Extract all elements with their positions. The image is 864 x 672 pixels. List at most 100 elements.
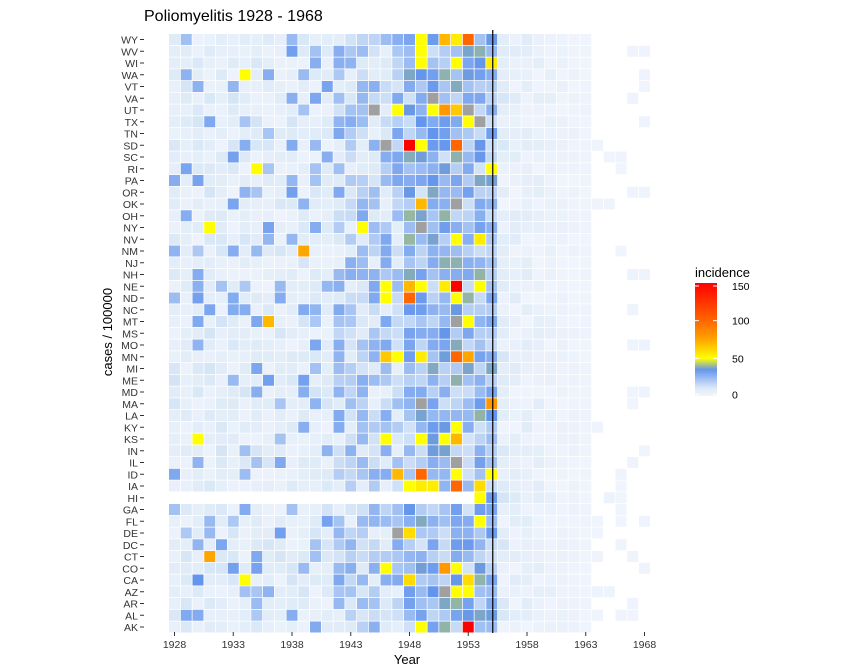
heatmap-tile: [533, 515, 545, 527]
heatmap-tile: [286, 374, 298, 386]
y-tick-label: AZ: [125, 587, 139, 599]
heatmap-tile: [462, 574, 474, 586]
heatmap-tile: [333, 445, 345, 457]
heatmap-tile: [227, 45, 239, 57]
heatmap-tile: [474, 151, 486, 163]
heatmap-tile: [556, 562, 568, 574]
heatmap-tile: [592, 527, 603, 539]
heatmap-tile: [216, 81, 227, 92]
heatmap-tile: [486, 457, 498, 468]
heatmap-tile: [357, 104, 368, 116]
heatmap-tile: [286, 57, 298, 69]
heatmap-tile: [627, 551, 639, 562]
heatmap-tile: [545, 316, 556, 327]
heatmap-tile: [451, 574, 462, 586]
heatmap-tile: [451, 222, 462, 233]
heatmap-tile: [580, 139, 592, 151]
heatmap-tile: [427, 539, 439, 551]
heatmap-tile: [204, 621, 216, 633]
heatmap-tile: [298, 304, 310, 316]
heatmap-tile: [521, 433, 533, 445]
heatmap-tile: [239, 45, 251, 57]
heatmap-tile: [392, 104, 404, 116]
heatmap-tile: [392, 339, 404, 351]
heatmap-tile: [274, 527, 286, 539]
heatmap-tile: [204, 186, 216, 198]
heatmap-tile: [321, 280, 333, 292]
heatmap-tile: [345, 598, 357, 609]
heatmap-tile: [556, 598, 568, 609]
heatmap-tile: [427, 527, 439, 539]
heatmap-tile: [192, 339, 204, 351]
heatmap-tile: [451, 539, 462, 551]
heatmap-tile: [192, 128, 204, 139]
heatmap-tile: [556, 539, 568, 551]
heatmap-tile: [486, 586, 498, 598]
heatmap-tile: [274, 81, 286, 92]
heatmap-tile: [321, 34, 333, 45]
heatmap-tile: [462, 363, 474, 374]
heatmap-tile: [321, 374, 333, 386]
heatmap-tile: [204, 257, 216, 269]
heatmap-tile: [404, 504, 415, 515]
heatmap-tile: [498, 139, 509, 151]
heatmap-tile: [274, 69, 286, 81]
heatmap-tile: [251, 116, 263, 128]
heatmap-tile: [521, 339, 533, 351]
heatmap-tile: [169, 421, 180, 433]
heatmap-tile: [227, 92, 239, 104]
heatmap-tile: [509, 339, 521, 351]
heatmap-tile: [380, 292, 392, 304]
heatmap-tile: [263, 57, 274, 69]
heatmap-tile: [357, 586, 368, 598]
heatmap-tile: [333, 269, 345, 280]
heatmap-tile: [204, 151, 216, 163]
heatmap-tile: [274, 128, 286, 139]
heatmap-tile: [474, 586, 486, 598]
heatmap-tile: [239, 292, 251, 304]
heatmap-tile: [169, 116, 180, 128]
heatmap-tile: [192, 316, 204, 327]
heatmap-tile: [321, 198, 333, 210]
heatmap-tile: [204, 527, 216, 539]
heatmap-tile: [427, 339, 439, 351]
heatmap-tile: [580, 81, 592, 92]
heatmap-tile: [239, 468, 251, 480]
heatmap-tile: [462, 139, 474, 151]
heatmap-tile: [380, 186, 392, 198]
heatmap-tile: [204, 398, 216, 410]
heatmap-tile: [556, 327, 568, 339]
heatmap-tile: [545, 398, 556, 410]
heatmap-tile: [427, 92, 439, 104]
heatmap-tile: [368, 468, 380, 480]
heatmap-tile: [204, 515, 216, 527]
heatmap-tile: [486, 128, 498, 139]
heatmap-tile: [263, 210, 274, 222]
heatmap-tile: [180, 586, 192, 598]
heatmap-tile: [169, 81, 180, 92]
heatmap-tile: [263, 457, 274, 468]
heatmap-tile: [580, 280, 592, 292]
heatmap-tile: [298, 57, 310, 69]
heatmap-tile: [298, 339, 310, 351]
heatmap-tile: [427, 515, 439, 527]
heatmap-tile: [368, 374, 380, 386]
heatmap-tile: [368, 316, 380, 327]
heatmap-tile: [239, 233, 251, 245]
heatmap-tile: [274, 363, 286, 374]
heatmap-tile: [180, 433, 192, 445]
heatmap-tile: [192, 292, 204, 304]
heatmap-tile: [298, 245, 310, 257]
heatmap-tile: [545, 304, 556, 316]
heatmap-tile: [486, 386, 498, 398]
heatmap-tile: [474, 598, 486, 609]
heatmap-tile: [498, 128, 509, 139]
heatmap-tile: [251, 457, 263, 468]
heatmap-tile: [451, 586, 462, 598]
heatmap-tile: [192, 304, 204, 316]
heatmap-tile: [216, 280, 227, 292]
heatmap-tile: [310, 186, 321, 198]
heatmap-tile: [216, 551, 227, 562]
heatmap-tile: [286, 457, 298, 468]
heatmap-tile: [521, 292, 533, 304]
